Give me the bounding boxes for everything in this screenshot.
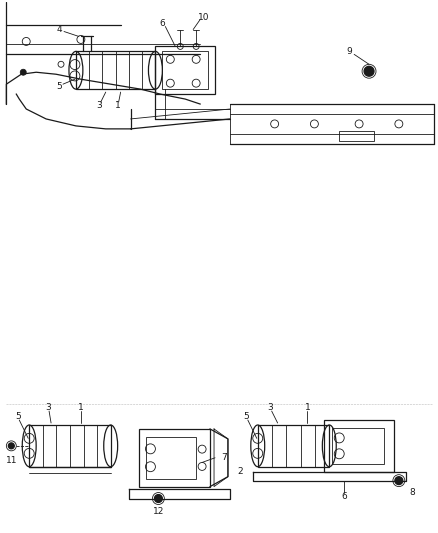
Text: 10: 10 [198, 13, 210, 22]
Bar [162, 51, 208, 89]
Bar [76, 51, 155, 89]
Text: 11: 11 [6, 456, 17, 465]
Circle shape [364, 66, 374, 76]
Circle shape [395, 477, 403, 484]
Text: 2: 2 [237, 467, 243, 476]
Text: 4: 4 [56, 25, 62, 34]
Bar [29, 425, 111, 467]
Bar [339, 131, 374, 141]
Text: 8: 8 [409, 488, 415, 497]
Bar [155, 46, 215, 94]
Text: 3: 3 [96, 101, 102, 109]
Text: 1: 1 [115, 101, 120, 109]
Circle shape [155, 495, 162, 503]
Text: 3: 3 [267, 402, 272, 411]
Text: 7: 7 [221, 453, 227, 462]
Circle shape [20, 69, 26, 75]
Bar [324, 420, 394, 472]
Text: 6: 6 [341, 492, 347, 501]
Text: 5: 5 [243, 411, 249, 421]
Bar [332, 428, 384, 464]
Text: 6: 6 [159, 19, 165, 28]
Text: 3: 3 [45, 402, 51, 411]
Circle shape [8, 443, 14, 449]
Text: 12: 12 [153, 507, 164, 516]
Bar [138, 429, 210, 487]
Text: 1: 1 [304, 402, 310, 411]
Text: 1: 1 [78, 402, 84, 411]
Bar [146, 437, 196, 479]
Text: 5: 5 [15, 411, 21, 421]
Bar [258, 425, 329, 467]
Text: 9: 9 [346, 47, 352, 56]
Text: 5: 5 [56, 82, 62, 91]
